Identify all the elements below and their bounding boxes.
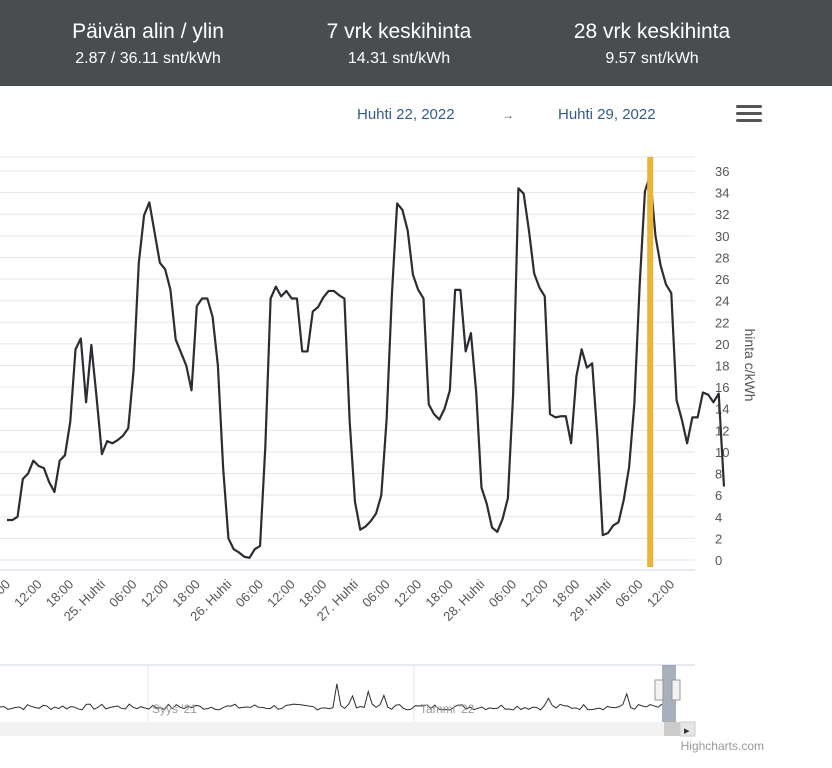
hamburger-menu-icon[interactable] [736, 105, 762, 127]
y-tick-label: 30 [715, 229, 729, 244]
y-tick-label: 20 [715, 337, 729, 352]
navigator-selected-window [662, 665, 676, 722]
current-time-line [647, 157, 654, 567]
x-tick-label: 12:00 [264, 577, 298, 611]
stat-value: 14.31 snt/kWh [347, 50, 451, 67]
stat-title: Päivän alin / ylin [72, 20, 224, 43]
y-tick-label: 26 [715, 272, 729, 287]
y-tick-label: 28 [715, 250, 729, 265]
y-tick-label: 12 [715, 423, 729, 438]
stat-28-day-average: 28 vrk keskihinta 9.57 snt/kWh [532, 0, 772, 68]
y-tick-label: 24 [715, 294, 729, 309]
stats-bar: Päivän alin / ylin 2.87 / 36.11 snt/kWh … [0, 0, 832, 86]
price-series-line [7, 174, 726, 559]
navigator-label: Syys '21 [152, 702, 197, 716]
date-range-selector: Huhti 22, 2022 → Huhti 29, 2022 [0, 96, 832, 136]
x-tick-label: 12:00 [138, 577, 172, 611]
highcharts-credits[interactable]: Highcharts.com [680, 739, 764, 753]
y-tick-label: 0 [715, 553, 722, 568]
stat-7-day-average: 7 vrk keskihinta 14.31 snt/kWh [279, 0, 519, 68]
y-tick-label: 14 [715, 402, 729, 417]
navigator-label: Tammi '22 [420, 702, 475, 716]
stat-title: 7 vrk keskihinta [326, 20, 472, 43]
y-tick-label: 22 [715, 315, 729, 330]
x-tick-label: 06:00 [233, 577, 267, 611]
y-tick-label: 34 [715, 186, 729, 201]
y-tick-label: 8 [715, 467, 722, 482]
x-tick-label: 00 [0, 577, 13, 598]
y-tick-label: 6 [715, 488, 722, 503]
x-tick-label: 12:00 [391, 577, 425, 611]
x-tick-label: 06:00 [106, 577, 140, 611]
menu-bar [736, 119, 762, 122]
x-tick-label: 06:00 [612, 577, 646, 611]
x-tick-label: 12:00 [644, 577, 678, 611]
y-tick-label: 16 [715, 380, 729, 395]
range-to-date[interactable]: Huhti 29, 2022 [558, 106, 656, 123]
x-tick-label: 06:00 [359, 577, 393, 611]
navigator-series-line [0, 683, 663, 711]
y-tick-label: 36 [715, 164, 729, 179]
y-tick-label: 4 [715, 510, 722, 525]
scrollbar-track[interactable] [0, 722, 680, 736]
scrollbar-thumb[interactable] [664, 722, 680, 736]
y-tick-label: 18 [715, 359, 729, 374]
navigator-handle-right[interactable] [671, 679, 681, 701]
stat-value: 2.87 / 36.11 snt/kWh [75, 50, 221, 67]
x-tick-label: 06:00 [486, 577, 520, 611]
y-tick-label: 32 [715, 207, 729, 222]
stat-day-min-max: Päivän alin / ylin 2.87 / 36.11 snt/kWh [28, 0, 268, 68]
x-tick-label: 12:00 [517, 577, 551, 611]
menu-bar [736, 112, 762, 115]
y-tick-label: 2 [715, 531, 722, 546]
x-tick-label: 12:00 [11, 577, 45, 611]
stat-value: 9.57 snt/kWh [605, 50, 699, 67]
stat-title: 28 vrk keskihinta [573, 20, 731, 43]
range-arrow: → [502, 108, 514, 122]
y-axis-title: hinta c/kWh [742, 328, 758, 401]
menu-bar [736, 105, 762, 108]
scrollbar-right-button[interactable] [679, 721, 696, 737]
navigator-handle-left[interactable] [654, 679, 664, 701]
chevron-right-icon[interactable]: ▸ [684, 724, 690, 737]
range-from-date[interactable]: Huhti 22, 2022 [357, 106, 455, 123]
